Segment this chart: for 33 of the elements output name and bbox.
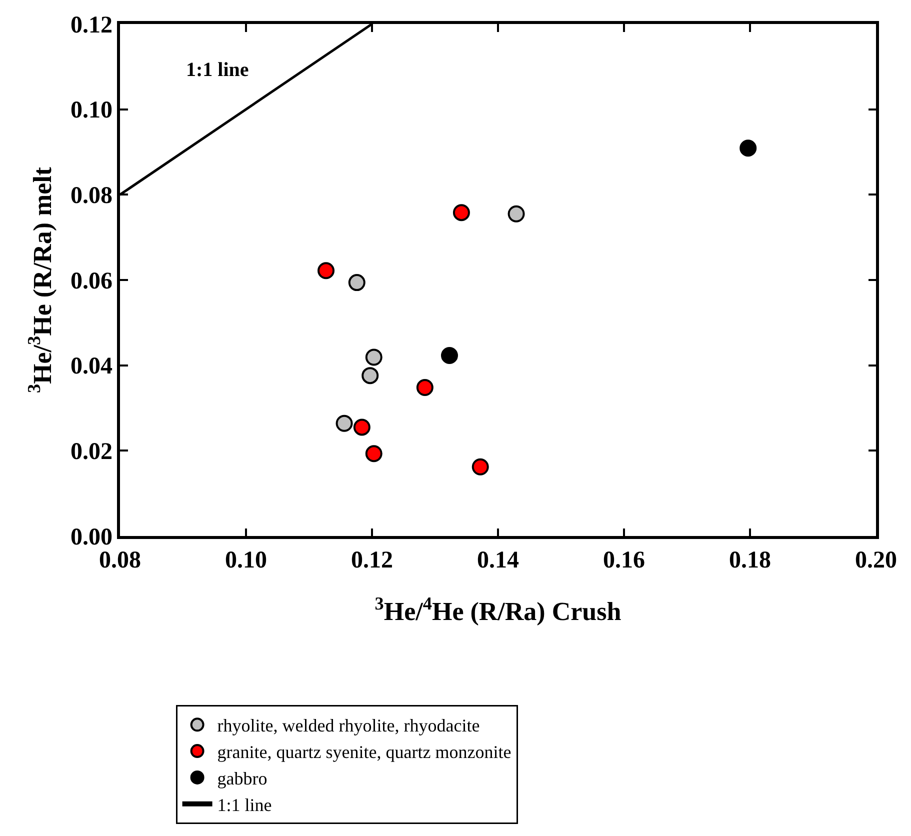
point [452, 204, 470, 222]
point [348, 274, 366, 292]
point [740, 140, 757, 157]
x-axis-title: $^{3}$He/$^{4}$He (R/Ra) Crush [374, 593, 622, 626]
point [472, 458, 489, 476]
y-tick-label: 0.00 [70, 524, 112, 550]
x-tick-label: 0.16 [603, 548, 645, 574]
x-tick-label: 0.18 [729, 548, 771, 574]
x-tick-label: 0.14 [477, 548, 519, 574]
point [336, 414, 353, 432]
point [508, 205, 525, 222]
y-tick-label: 0.12 [70, 12, 112, 38]
y-tick-label: 0.02 [70, 439, 112, 466]
point [416, 379, 434, 396]
x-tick-label: 0.10 [225, 548, 267, 574]
y-tick-label: 0.08 [70, 183, 112, 210]
x-tick-label: 0.12 [351, 548, 393, 574]
legend-label: rhyolite, welded rhyolite, rhyodacite [217, 716, 480, 736]
x-tick-label: 0.08 [99, 548, 141, 574]
annotation: 1:1 line [186, 59, 249, 81]
point [365, 348, 382, 366]
point [318, 262, 335, 280]
legend-label: granite, quartz syenite, quartz monzonite [217, 742, 512, 762]
x-tick-label: 0.20 [855, 548, 897, 574]
point [440, 347, 458, 364]
y-tick-label: 0.04 [70, 354, 112, 380]
point [365, 445, 382, 462]
legend-label: 1:1 line [217, 794, 272, 815]
point [353, 418, 370, 436]
legend-label: gabbro [217, 768, 268, 788]
point [362, 367, 379, 384]
y-tick-label: 0.06 [70, 268, 112, 294]
y-tick-label: 0.10 [70, 98, 112, 124]
